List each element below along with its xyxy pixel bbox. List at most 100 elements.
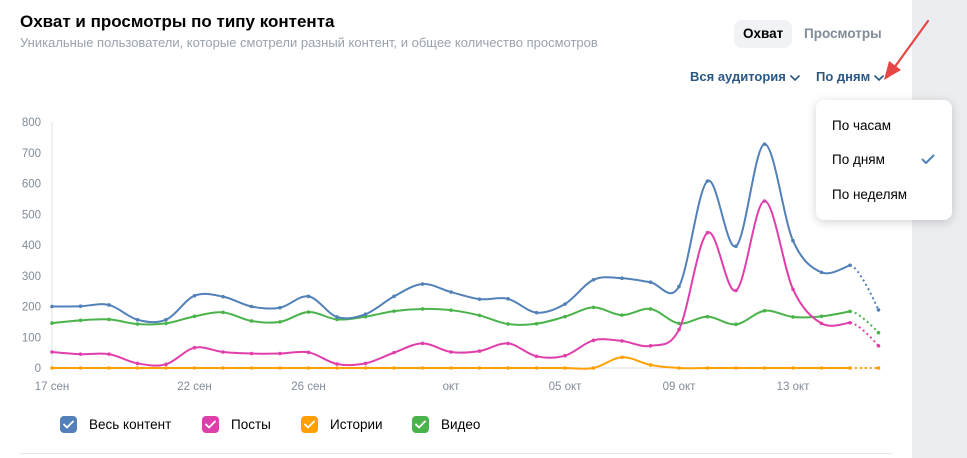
data-point-all-29[interactable] [876,308,881,312]
data-point-posts-22[interactable] [677,327,681,332]
data-point-all-27[interactable] [819,270,824,275]
data-point-stories-23[interactable] [705,366,710,370]
data-point-all-6[interactable] [221,294,225,299]
data-point-video-13[interactable] [420,307,425,311]
data-point-posts-21[interactable] [648,344,653,348]
data-point-all-11[interactable] [363,312,368,316]
period-filter[interactable]: По дням [816,69,885,84]
data-point-video-25[interactable] [762,309,767,313]
data-point-posts-9[interactable] [306,350,311,355]
audience-filter[interactable]: Вся аудитория [690,69,800,84]
data-point-stories-1[interactable] [78,366,83,370]
data-point-stories-19[interactable] [591,366,596,370]
data-point-stories-3[interactable] [135,366,140,370]
data-point-posts-27[interactable] [819,321,824,326]
data-point-all-1[interactable] [78,304,83,308]
data-point-stories-8[interactable] [278,366,282,370]
data-point-all-17[interactable] [534,310,539,315]
data-point-video-20[interactable] [620,313,624,317]
data-point-posts-25[interactable] [762,199,767,203]
data-point-posts-4[interactable] [164,362,168,367]
data-point-all-28[interactable] [848,263,852,268]
data-point-all-13[interactable] [420,282,425,286]
data-point-video-6[interactable] [221,310,225,315]
data-point-stories-7[interactable] [249,366,254,370]
data-point-all-10[interactable] [335,315,339,319]
data-point-video-21[interactable] [648,307,653,311]
legend-item-posts[interactable]: Посты [202,414,271,434]
data-point-posts-11[interactable] [363,361,368,366]
data-point-all-25[interactable] [762,142,767,146]
data-point-posts-0[interactable] [50,350,54,354]
data-point-posts-19[interactable] [591,338,596,343]
data-point-video-17[interactable] [534,321,539,326]
data-point-all-14[interactable] [449,290,453,294]
data-point-posts-5[interactable] [192,345,197,350]
data-point-all-21[interactable] [648,280,653,285]
data-point-stories-9[interactable] [306,366,311,370]
data-point-posts-14[interactable] [449,350,453,354]
data-point-posts-15[interactable] [477,349,482,353]
data-point-video-28[interactable] [848,309,852,314]
data-point-stories-4[interactable] [164,366,168,370]
data-point-stories-6[interactable] [221,366,225,370]
tab-views[interactable]: Просмотры [804,26,882,41]
data-point-video-10[interactable] [335,317,339,322]
data-point-video-15[interactable] [477,313,482,318]
data-point-posts-26[interactable] [791,287,795,292]
legend-item-stories[interactable]: Истории [301,414,383,434]
data-point-all-26[interactable] [791,238,795,243]
data-point-video-29[interactable] [876,330,881,335]
data-point-all-19[interactable] [591,277,596,282]
data-point-video-8[interactable] [278,320,282,324]
data-point-stories-2[interactable] [107,366,111,370]
data-point-stories-21[interactable] [648,363,653,367]
data-point-all-22[interactable] [677,284,681,289]
data-point-video-12[interactable] [392,309,396,313]
data-point-all-7[interactable] [249,304,254,309]
data-point-posts-1[interactable] [78,352,83,356]
tab-reach[interactable]: Охват [734,20,793,48]
data-point-video-5[interactable] [192,314,197,319]
data-point-video-16[interactable] [506,322,510,326]
data-point-posts-10[interactable] [335,362,339,366]
data-point-all-9[interactable] [306,294,311,299]
data-point-all-16[interactable] [506,297,510,301]
data-point-posts-13[interactable] [420,341,425,346]
data-point-posts-28[interactable] [848,320,852,325]
data-point-all-12[interactable] [392,294,396,299]
data-point-video-24[interactable] [734,322,738,327]
data-point-video-3[interactable] [135,322,140,326]
data-point-stories-22[interactable] [677,366,681,370]
data-point-posts-29[interactable] [876,344,881,348]
data-point-stories-16[interactable] [506,366,510,370]
data-point-posts-23[interactable] [705,230,710,235]
data-point-stories-15[interactable] [477,366,482,370]
data-point-stories-13[interactable] [420,366,425,370]
data-point-posts-12[interactable] [392,350,396,355]
data-point-stories-20[interactable] [620,355,624,360]
data-point-stories-26[interactable] [791,366,795,370]
data-point-video-2[interactable] [107,317,111,322]
data-point-posts-2[interactable] [107,352,111,356]
data-point-video-14[interactable] [449,308,453,312]
data-point-posts-24[interactable] [734,288,738,293]
data-point-posts-18[interactable] [563,353,567,358]
data-point-video-26[interactable] [791,315,795,319]
data-point-posts-8[interactable] [278,351,282,356]
data-point-all-20[interactable] [620,276,624,281]
data-point-all-8[interactable] [278,305,282,310]
data-point-stories-17[interactable] [534,366,539,370]
data-point-posts-16[interactable] [506,341,510,346]
data-point-stories-29[interactable] [876,366,881,370]
dropdown-item-days[interactable]: По дням [832,152,885,167]
data-point-video-1[interactable] [78,318,83,323]
data-point-all-23[interactable] [705,179,710,183]
legend-item-video[interactable]: Видео [412,414,480,434]
data-point-stories-12[interactable] [392,366,396,370]
data-point-all-5[interactable] [192,293,197,298]
data-point-video-22[interactable] [677,321,681,326]
data-point-all-4[interactable] [164,317,168,322]
data-point-video-11[interactable] [363,314,368,319]
data-point-stories-18[interactable] [563,366,567,370]
